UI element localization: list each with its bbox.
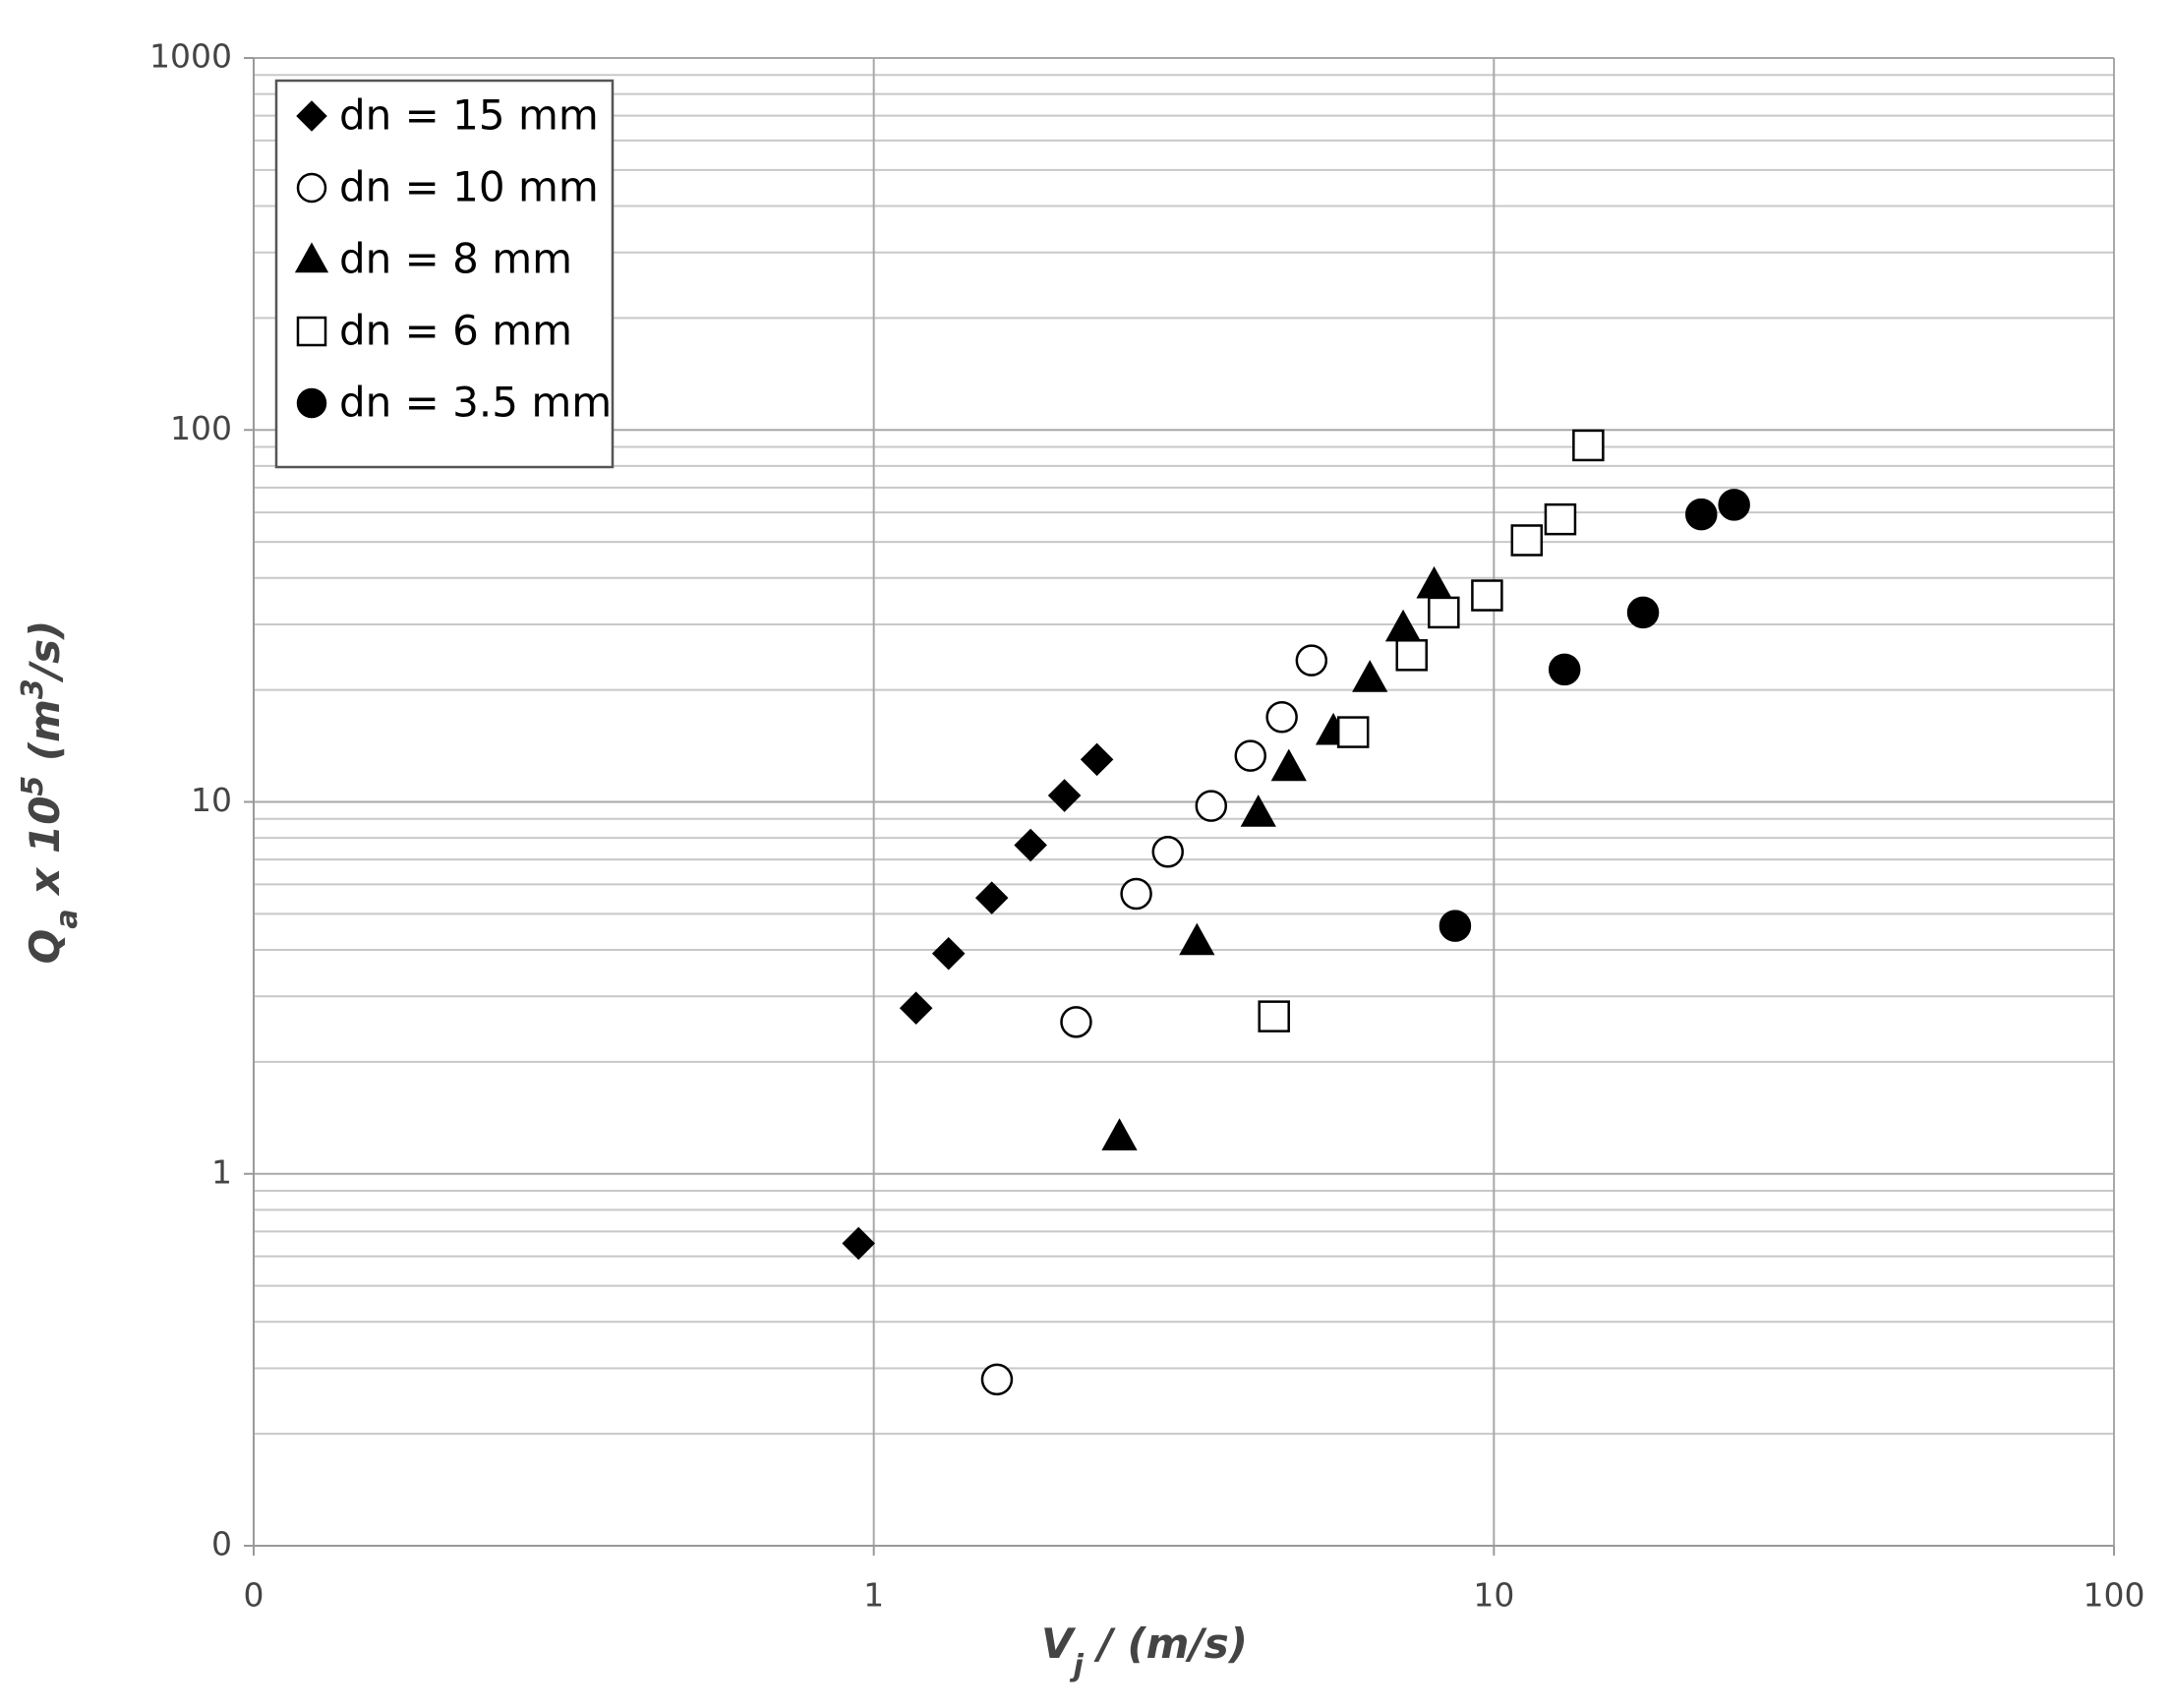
point xyxy=(1265,701,1298,734)
y-axis-title-part: a xyxy=(50,909,85,928)
point xyxy=(1047,779,1082,812)
point xyxy=(1416,565,1452,599)
x-tick-label: 0 xyxy=(244,1576,264,1615)
legend-marker xyxy=(296,387,327,419)
y-tick-label: 10 xyxy=(191,781,232,819)
legend-marker xyxy=(296,172,327,204)
legend-label: dn = 10 mm xyxy=(339,163,599,211)
x-tick-label: 10 xyxy=(1473,1576,1514,1615)
point xyxy=(1234,739,1267,772)
point xyxy=(842,1226,875,1261)
x-axis-title: Vj / (m/s) xyxy=(1041,1620,1248,1683)
point xyxy=(1395,639,1428,672)
point xyxy=(1548,653,1581,686)
legend-label: dn = 8 mm xyxy=(339,235,572,283)
y-axis-title: Qa x 105 (m3/s) xyxy=(16,620,85,965)
legend-box xyxy=(274,79,615,469)
x-axis-title-part: V xyxy=(1041,1620,1077,1668)
point xyxy=(1626,596,1660,629)
point xyxy=(1685,498,1718,531)
point xyxy=(1295,644,1328,677)
legend-marker xyxy=(296,100,327,132)
point xyxy=(1080,742,1114,777)
legend-marker xyxy=(294,242,329,273)
y-axis-title-part: 3 xyxy=(16,678,50,699)
point xyxy=(1014,828,1047,862)
point xyxy=(1544,502,1577,536)
y-axis-title-part: 5 xyxy=(16,776,50,796)
legend-label: dn = 15 mm xyxy=(339,91,599,140)
y-axis-title-part: Q xyxy=(21,929,69,965)
point xyxy=(1240,795,1276,827)
y-tick-label: 1000 xyxy=(149,37,232,76)
y-tick-label: 0 xyxy=(211,1525,232,1563)
point xyxy=(1120,877,1152,911)
y-axis-title-part: /s) xyxy=(21,620,69,684)
point xyxy=(1352,660,1388,692)
point xyxy=(1428,596,1460,629)
x-tick-label: 100 xyxy=(2084,1576,2145,1615)
point xyxy=(1384,609,1422,642)
point xyxy=(899,991,933,1025)
point xyxy=(931,936,966,971)
x-axis-title-part: j xyxy=(1070,1649,1085,1683)
point xyxy=(1258,1000,1290,1032)
point xyxy=(1336,716,1370,748)
point xyxy=(1718,489,1750,521)
y-tick-label: 100 xyxy=(170,409,232,447)
point xyxy=(1195,790,1228,822)
x-axis-title-part: / (m/s) xyxy=(1084,1620,1248,1668)
point xyxy=(1438,910,1472,942)
point xyxy=(980,1363,1014,1396)
point xyxy=(1510,524,1544,557)
y-tick-label: 1 xyxy=(211,1152,232,1191)
x-tick-label: 1 xyxy=(863,1576,884,1615)
point xyxy=(1572,429,1605,462)
y-axis-title-part: x 10 xyxy=(21,796,69,910)
point xyxy=(974,881,1009,914)
legend-label: dn = 3.5 mm xyxy=(339,379,612,427)
y-axis-title-part: (m xyxy=(21,699,69,776)
point xyxy=(1101,1118,1138,1150)
legend-label: dn = 6 mm xyxy=(339,307,572,355)
point xyxy=(1151,836,1184,868)
point xyxy=(1060,1006,1092,1038)
point xyxy=(1179,922,1215,956)
point xyxy=(1471,579,1503,612)
point xyxy=(1270,748,1307,782)
legend-marker xyxy=(296,316,327,347)
